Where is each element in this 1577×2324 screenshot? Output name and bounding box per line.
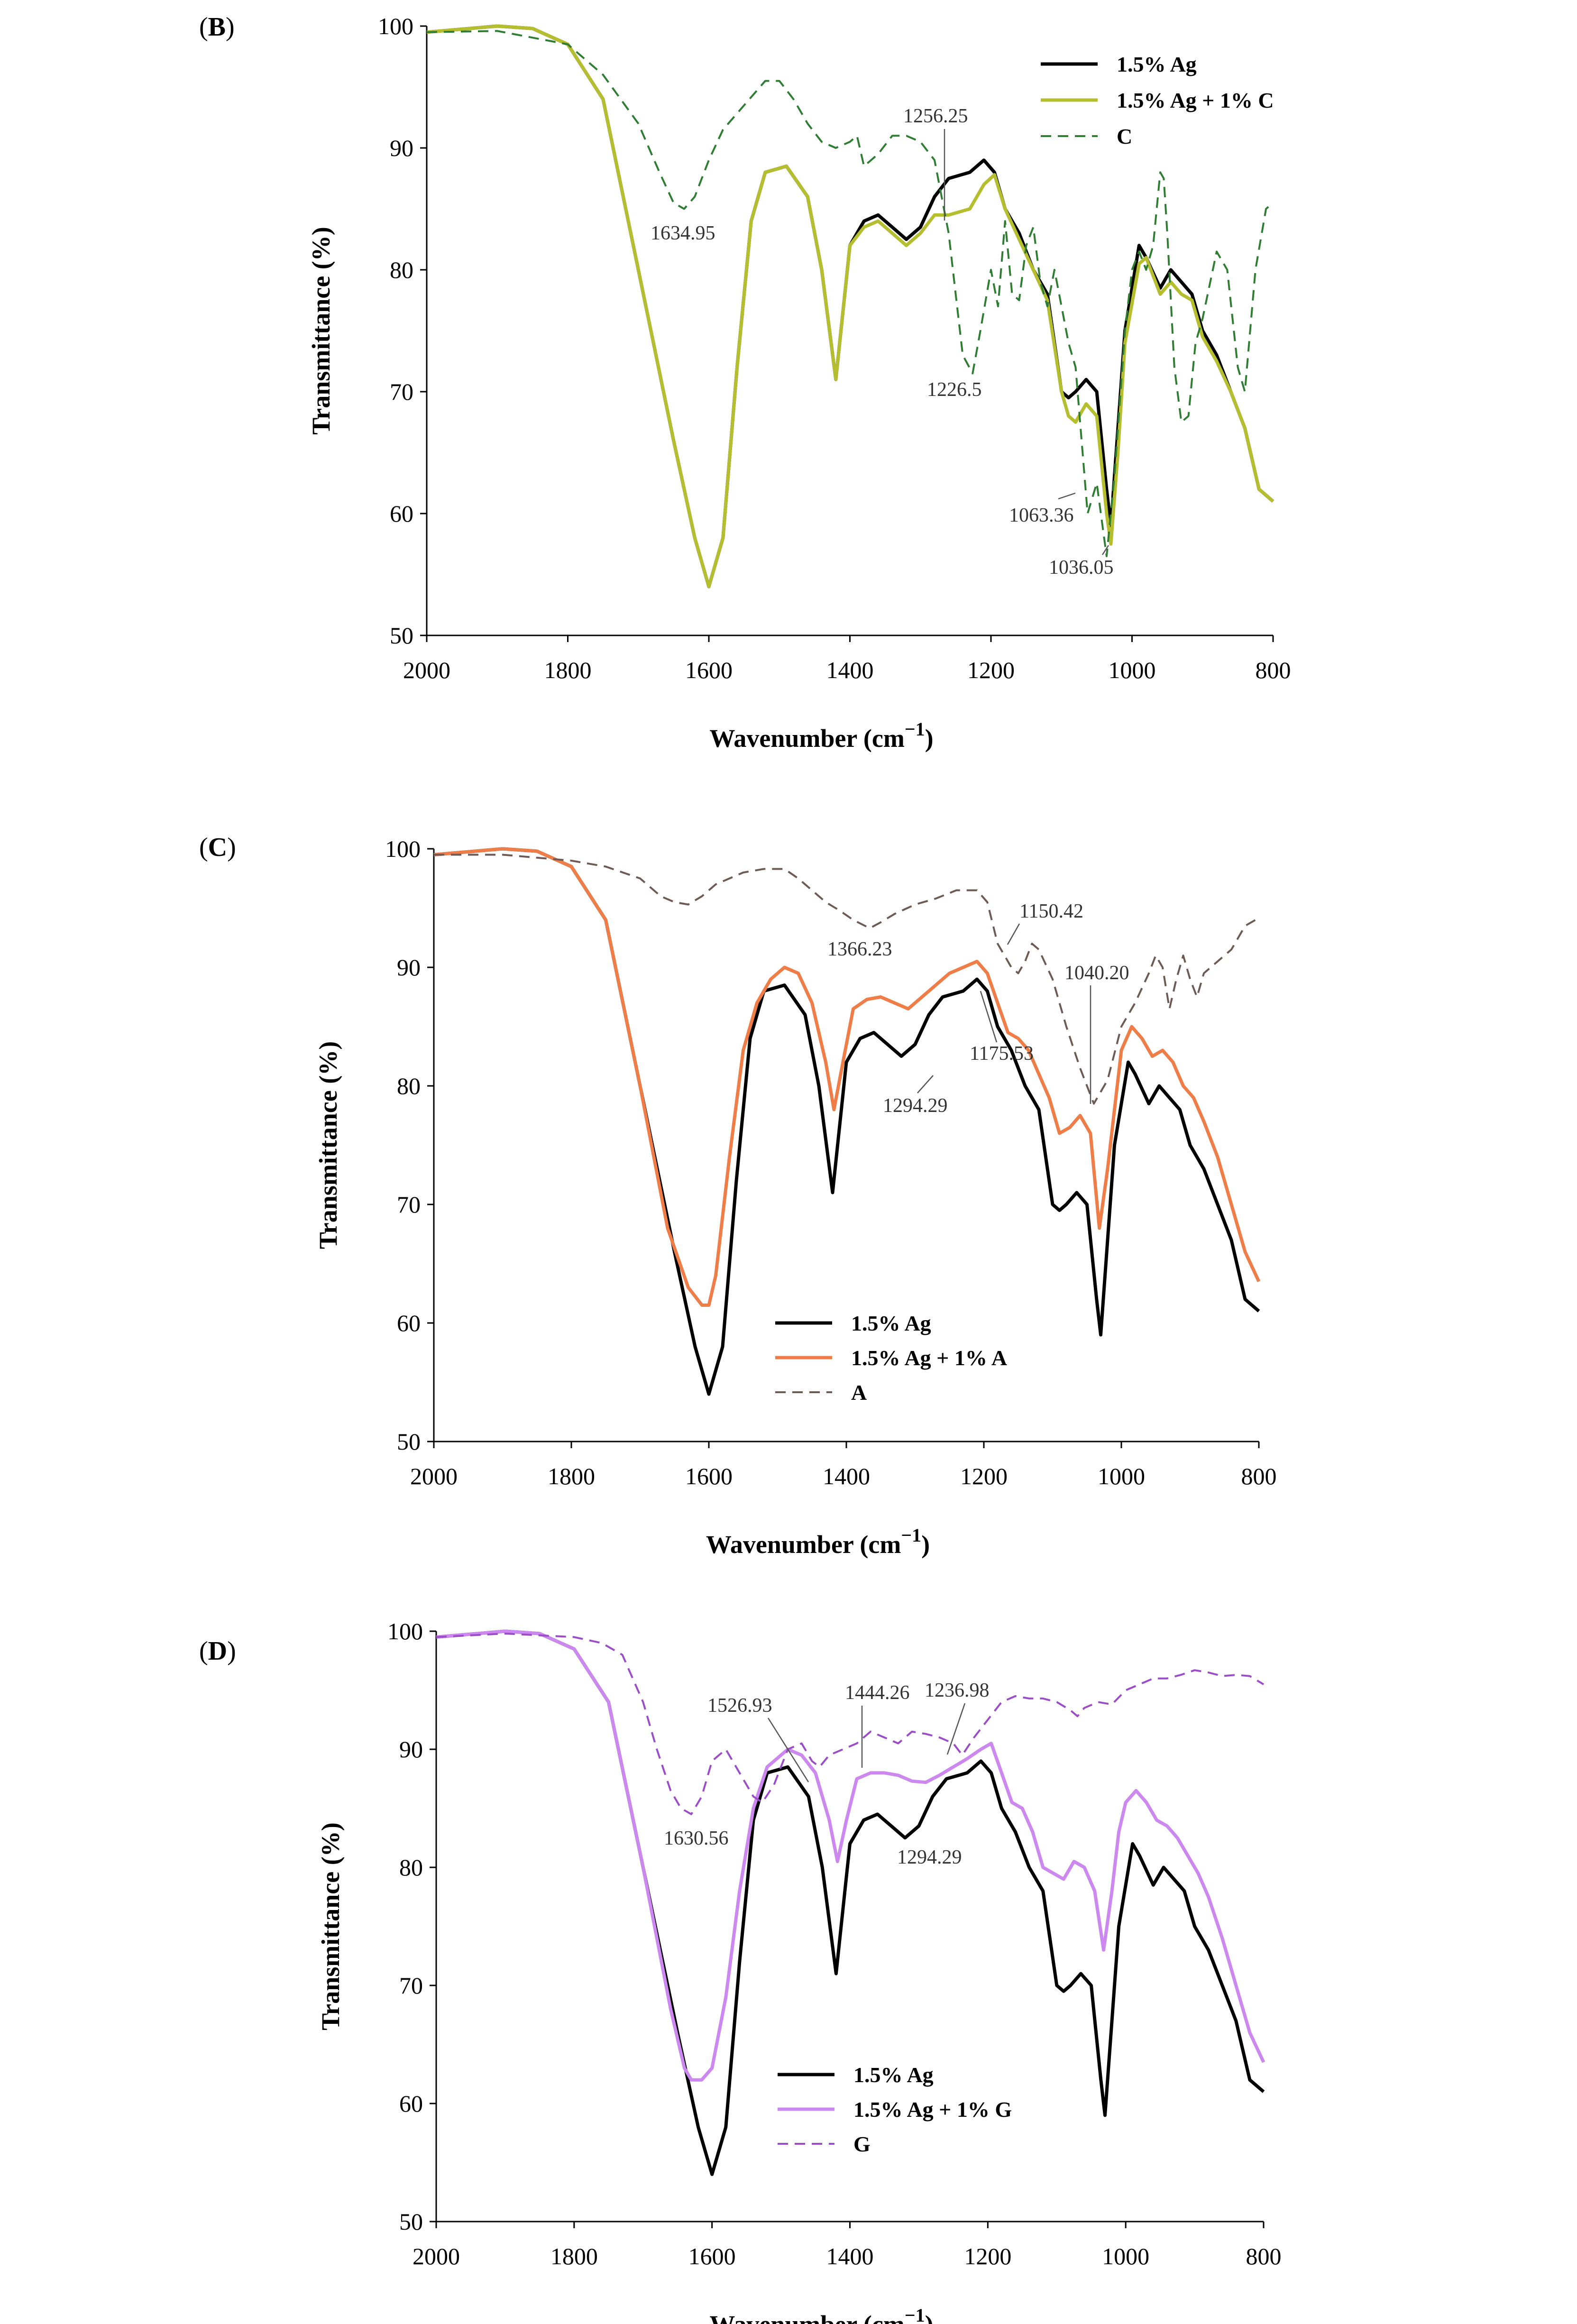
legend: 1.5% Ag 1.5% Ag + 1% C C [1041, 52, 1274, 148]
y-tick-label: 60 [399, 2090, 423, 2117]
annotation-leader [1007, 923, 1020, 945]
y-tick-label: 100 [387, 1618, 423, 1644]
series-line-a [434, 854, 1256, 1105]
annotation-leader [1058, 492, 1076, 500]
annotation-leader [980, 991, 998, 1043]
x-tick-label: 1200 [964, 2243, 1011, 2269]
x-axis-label: Wavenumber (cm−1) [709, 718, 933, 753]
y-axis-label: Transmittance (%) [307, 227, 335, 434]
peak-annotation: 1526.93 [707, 1695, 772, 1717]
x-tick-label: 1000 [1098, 1463, 1145, 1489]
peak-annotation: 1036.05 [1049, 557, 1114, 579]
y-tick-label: 80 [397, 1073, 421, 1099]
y-tick-label: 70 [399, 1972, 423, 1999]
x-axis-label: Wavenumber (cm−1) [706, 1525, 930, 1559]
x-tick-label: 800 [1256, 657, 1291, 683]
y-tick-label: 80 [390, 257, 413, 283]
y-tick-label: 90 [397, 954, 421, 981]
y-tick-label: 90 [390, 135, 413, 161]
y-tick-label: 50 [399, 2208, 423, 2235]
x-tick-label: 1000 [1102, 2243, 1149, 2269]
annotation-leader [1101, 545, 1109, 555]
peak-annotation: 1634.95 [651, 222, 715, 244]
legend-label: G [853, 2132, 871, 2156]
peak-annotation: 1226.5 [927, 379, 982, 401]
y-axis-label: Transmittance (%) [314, 1041, 342, 1249]
y-tick-label: 80 [399, 1854, 423, 1881]
x-axis-label: Wavenumber (cm−1) [709, 2305, 933, 2324]
legend-label: 1.5% Ag + 1% A [851, 1346, 1007, 1370]
y-axis-label: Transmittance (%) [316, 1822, 345, 2030]
annotation-leader [767, 1718, 809, 1782]
y-tick-label: 50 [390, 622, 413, 649]
peak-annotation: 1366.23 [827, 938, 892, 960]
legend-label: C [1117, 124, 1132, 148]
y-tick-label: 60 [390, 500, 413, 527]
series-line-1-5-ag-1-g [436, 1629, 1265, 2082]
x-tick-label: 1600 [688, 2243, 736, 2269]
peak-annotation: 1630.56 [664, 1828, 729, 1849]
y-tick-label: 100 [385, 836, 421, 862]
series-line-1-5-ag-1-c [426, 24, 1274, 588]
x-tick-label: 1800 [544, 657, 592, 683]
x-tick-label: 1400 [823, 1463, 870, 1489]
peak-annotation: 1444.26 [845, 1682, 910, 1704]
y-tick-label: 100 [378, 13, 413, 39]
legend: 1.5% Ag 1.5% Ag + 1% G G [778, 2063, 1012, 2156]
x-tick-label: 2000 [413, 2243, 460, 2269]
peak-annotation: 1294.29 [897, 1846, 962, 1868]
y-tick-label: 50 [397, 1428, 421, 1455]
panel-letter: (D) [199, 1636, 236, 1666]
annotation-leader [946, 1703, 966, 1755]
x-tick-label: 1400 [826, 2243, 874, 2269]
y-tick-label: 60 [397, 1310, 421, 1336]
panel-letter: (C) [199, 833, 236, 862]
x-tick-label: 1400 [826, 657, 874, 683]
annotation-leader [917, 1075, 934, 1093]
x-tick-label: 1200 [967, 657, 1015, 683]
peak-annotation: 1040.20 [1064, 962, 1129, 984]
x-tick-label: 800 [1246, 2243, 1282, 2269]
series-line-1-5-ag [433, 847, 1260, 1396]
x-tick-label: 1600 [685, 1463, 733, 1489]
x-tick-label: 2000 [403, 657, 450, 683]
peak-annotation: 1236.98 [925, 1680, 990, 1701]
chart-panel-C: (C) 50 60 70 80 90 100 2000 1800 1600 1400 1200 1000… [199, 833, 1277, 1559]
peak-annotation: 1063.36 [1009, 505, 1074, 526]
series-line-1-5-ag-1-a [433, 847, 1261, 1307]
peak-annotation: 1256.25 [903, 105, 968, 127]
legend-label: 1.5% Ag [1117, 52, 1197, 76]
legend-label: A [851, 1380, 867, 1405]
series-line-g [436, 1633, 1265, 1815]
x-tick-label: 800 [1241, 1463, 1277, 1489]
legend: 1.5% Ag 1.5% Ag + 1% A A [775, 1311, 1007, 1405]
chart-panel-D: (D) 50 60 70 80 90 100 2000 1800 1600 1400 1200 1000… [199, 1618, 1282, 2324]
peak-annotation: 1294.29 [883, 1095, 948, 1117]
x-tick-label: 1600 [685, 657, 733, 683]
x-tick-label: 2000 [410, 1463, 458, 1489]
legend-label: 1.5% Ag [853, 2063, 934, 2087]
x-tick-label: 1200 [960, 1463, 1008, 1489]
legend-label: 1.5% Ag + 1% C [1117, 88, 1274, 112]
x-tick-label: 1000 [1109, 657, 1156, 683]
series-line-c [426, 30, 1274, 557]
series-line-1-5-ag [436, 1629, 1265, 2176]
peak-annotation: 1175.53 [970, 1043, 1034, 1065]
chart-panel-B: (B) 50 60 70 80 90 100 2000 1800 1600 1400 1200 1000… [199, 12, 1291, 753]
y-tick-label: 70 [397, 1191, 421, 1218]
y-tick-label: 90 [399, 1736, 423, 1763]
panel-letter: (B) [199, 12, 235, 42]
x-tick-label: 1800 [550, 2243, 598, 2269]
peak-annotation: 1150.42 [1019, 900, 1083, 922]
x-tick-label: 1800 [548, 1463, 595, 1489]
y-tick-label: 70 [390, 378, 413, 405]
legend-label: 1.5% Ag [851, 1311, 931, 1335]
legend-label: 1.5% Ag + 1% G [853, 2097, 1012, 2122]
